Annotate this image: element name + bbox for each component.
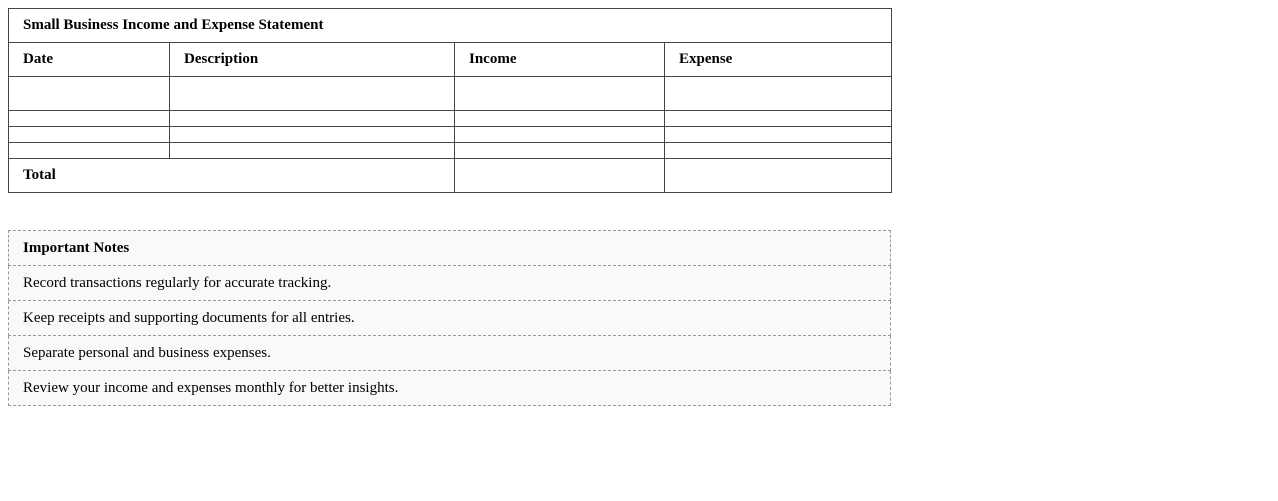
description-cell[interactable] [169,142,455,159]
description-cell[interactable] [169,76,455,111]
total-expense-cell[interactable] [663,158,893,193]
table-row [8,142,893,159]
income-cell[interactable] [454,110,665,127]
income-expense-table: Small Business Income and Expense Statem… [7,8,893,193]
notes-title: Important Notes [8,230,891,266]
note-item: Review your income and expenses monthly … [8,370,891,406]
total-row: Total [8,158,893,193]
table-row [8,110,893,127]
column-header-description: Description [169,42,455,77]
income-cell[interactable] [454,126,665,143]
table-row [8,76,893,111]
date-cell[interactable] [8,126,170,143]
note-item: Record transactions regularly for accura… [8,265,891,301]
column-header-expense: Expense [663,42,893,77]
table-title: Small Business Income and Expense Statem… [7,8,893,43]
note-item: Separate personal and business expenses. [8,335,891,371]
total-income-cell[interactable] [454,158,665,193]
note-item: Keep receipts and supporting documents f… [8,300,891,336]
total-label: Total [8,158,455,193]
expense-cell[interactable] [663,126,893,143]
column-header-income: Income [454,42,665,77]
expense-cell[interactable] [663,142,893,159]
description-cell[interactable] [169,110,455,127]
table-row [8,126,893,143]
income-cell[interactable] [454,142,665,159]
date-cell[interactable] [8,76,170,111]
date-cell[interactable] [8,142,170,159]
description-cell[interactable] [169,126,455,143]
important-notes-table: Important Notes Record transactions regu… [8,230,891,406]
income-cell[interactable] [454,76,665,111]
expense-cell[interactable] [663,110,893,127]
column-header-date: Date [8,42,170,77]
expense-cell[interactable] [663,76,893,111]
date-cell[interactable] [8,110,170,127]
